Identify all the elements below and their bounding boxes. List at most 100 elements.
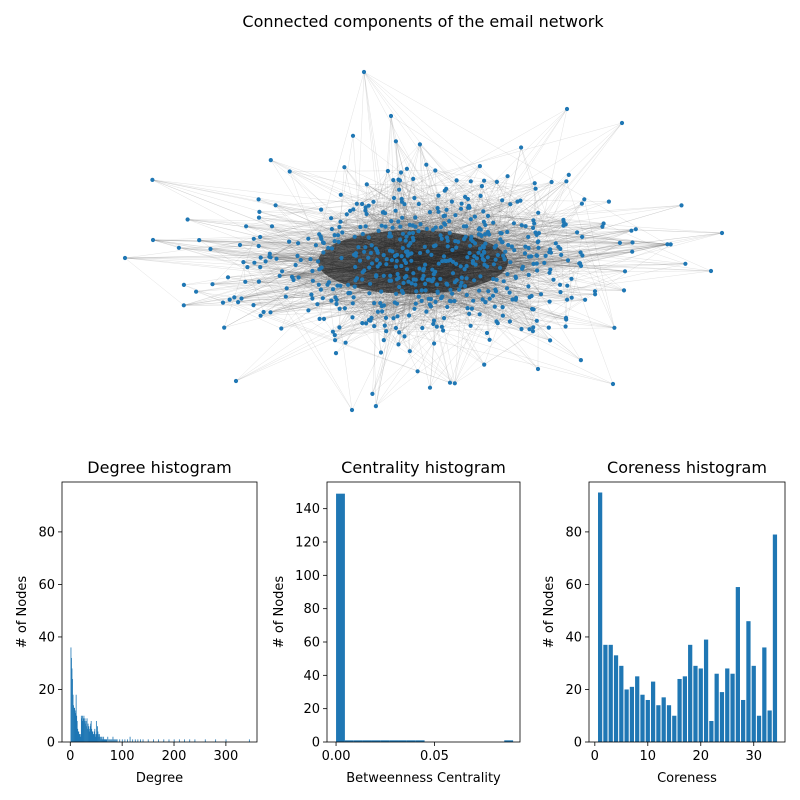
network-node — [450, 271, 456, 276]
network-node — [392, 300, 397, 305]
histogram-bar — [73, 705, 74, 742]
network-node — [379, 223, 384, 228]
histogram-bar — [619, 665, 624, 742]
network-node — [502, 257, 507, 262]
network-node — [245, 265, 250, 270]
network-node — [397, 330, 402, 335]
histogram-bar — [97, 726, 98, 742]
histogram-bar — [100, 736, 102, 742]
network-node — [506, 242, 511, 248]
histogram-bar — [71, 668, 73, 742]
histogram-bar — [163, 739, 165, 742]
network-node — [633, 227, 638, 232]
histogram-bar — [91, 728, 93, 742]
network-node — [485, 255, 490, 260]
histogram-bar — [215, 739, 217, 742]
network-node — [536, 231, 542, 236]
network-node — [447, 219, 452, 224]
y-tick-label: 60 — [38, 578, 55, 593]
network-node — [309, 292, 314, 297]
histogram-bar — [116, 739, 118, 742]
network-node — [360, 201, 365, 207]
network-node — [547, 299, 552, 304]
y-tick-label: 20 — [38, 683, 55, 698]
network-node — [435, 206, 440, 211]
network-node — [478, 232, 483, 237]
histogram-bar — [688, 644, 693, 742]
network-node — [383, 315, 389, 320]
histogram-bar — [613, 655, 619, 742]
histogram-bar — [147, 739, 149, 742]
network-node — [310, 296, 315, 301]
network-node — [536, 210, 541, 215]
histogram-bar — [102, 739, 104, 742]
histogram-bar — [114, 739, 116, 742]
network-node — [295, 253, 300, 258]
network-node — [542, 260, 547, 265]
network-node — [363, 224, 368, 229]
network-node — [459, 280, 464, 285]
network-node — [363, 205, 368, 210]
network-node — [236, 300, 241, 305]
network-node — [208, 246, 213, 252]
network-node — [315, 302, 320, 307]
network-node — [363, 245, 368, 250]
network-node — [413, 282, 418, 287]
network-node — [500, 198, 505, 203]
network-node — [310, 268, 315, 274]
network-node — [441, 214, 446, 219]
network-node — [361, 69, 367, 75]
network-node — [283, 294, 288, 299]
network-node — [526, 245, 531, 251]
network-node — [436, 261, 441, 266]
network-node — [364, 211, 369, 217]
network-node — [619, 120, 625, 126]
network-node — [210, 282, 215, 287]
network-node — [483, 241, 488, 246]
network-node — [523, 224, 528, 229]
coreness-histogram: Coreness histogram 0 10 20 30 0 20 40 60 80 Corene… — [542, 458, 786, 786]
network-node — [321, 250, 326, 255]
network-node — [668, 242, 673, 247]
network-node — [279, 326, 284, 331]
network-node — [480, 244, 485, 249]
network-node — [340, 230, 345, 235]
network-node — [459, 201, 464, 206]
network-node — [466, 205, 471, 210]
y-tick-label: 0 — [312, 736, 320, 751]
network-node — [268, 255, 273, 260]
network-node — [390, 249, 395, 254]
network-node — [185, 217, 190, 222]
histogram-bar — [90, 723, 92, 742]
histogram-bar — [730, 673, 735, 742]
network-node — [491, 262, 496, 267]
histogram-bar — [101, 739, 102, 742]
network-node — [708, 268, 714, 274]
network-node — [366, 235, 371, 240]
histogram-bar — [89, 728, 91, 742]
network-node — [381, 273, 386, 278]
network-node — [423, 262, 428, 267]
network-node — [468, 323, 473, 328]
network-node — [391, 195, 397, 201]
subplot-title: Centrality histogram — [341, 458, 506, 477]
network-node — [419, 288, 424, 293]
network-node — [449, 199, 454, 204]
network-node — [364, 182, 369, 187]
network-node — [256, 197, 261, 202]
network-node — [268, 158, 273, 163]
histogram-bar — [661, 697, 666, 742]
network-node — [411, 277, 416, 282]
network-node — [338, 219, 343, 224]
network-node — [393, 139, 398, 144]
network-node — [452, 280, 457, 285]
network-node — [592, 289, 598, 294]
network-node — [601, 221, 606, 226]
network-node — [225, 275, 231, 280]
network-node — [630, 240, 635, 245]
network-node — [385, 168, 390, 174]
network-node — [306, 308, 311, 313]
network-node — [410, 230, 416, 236]
network-node — [482, 362, 487, 367]
network-node — [357, 258, 363, 263]
